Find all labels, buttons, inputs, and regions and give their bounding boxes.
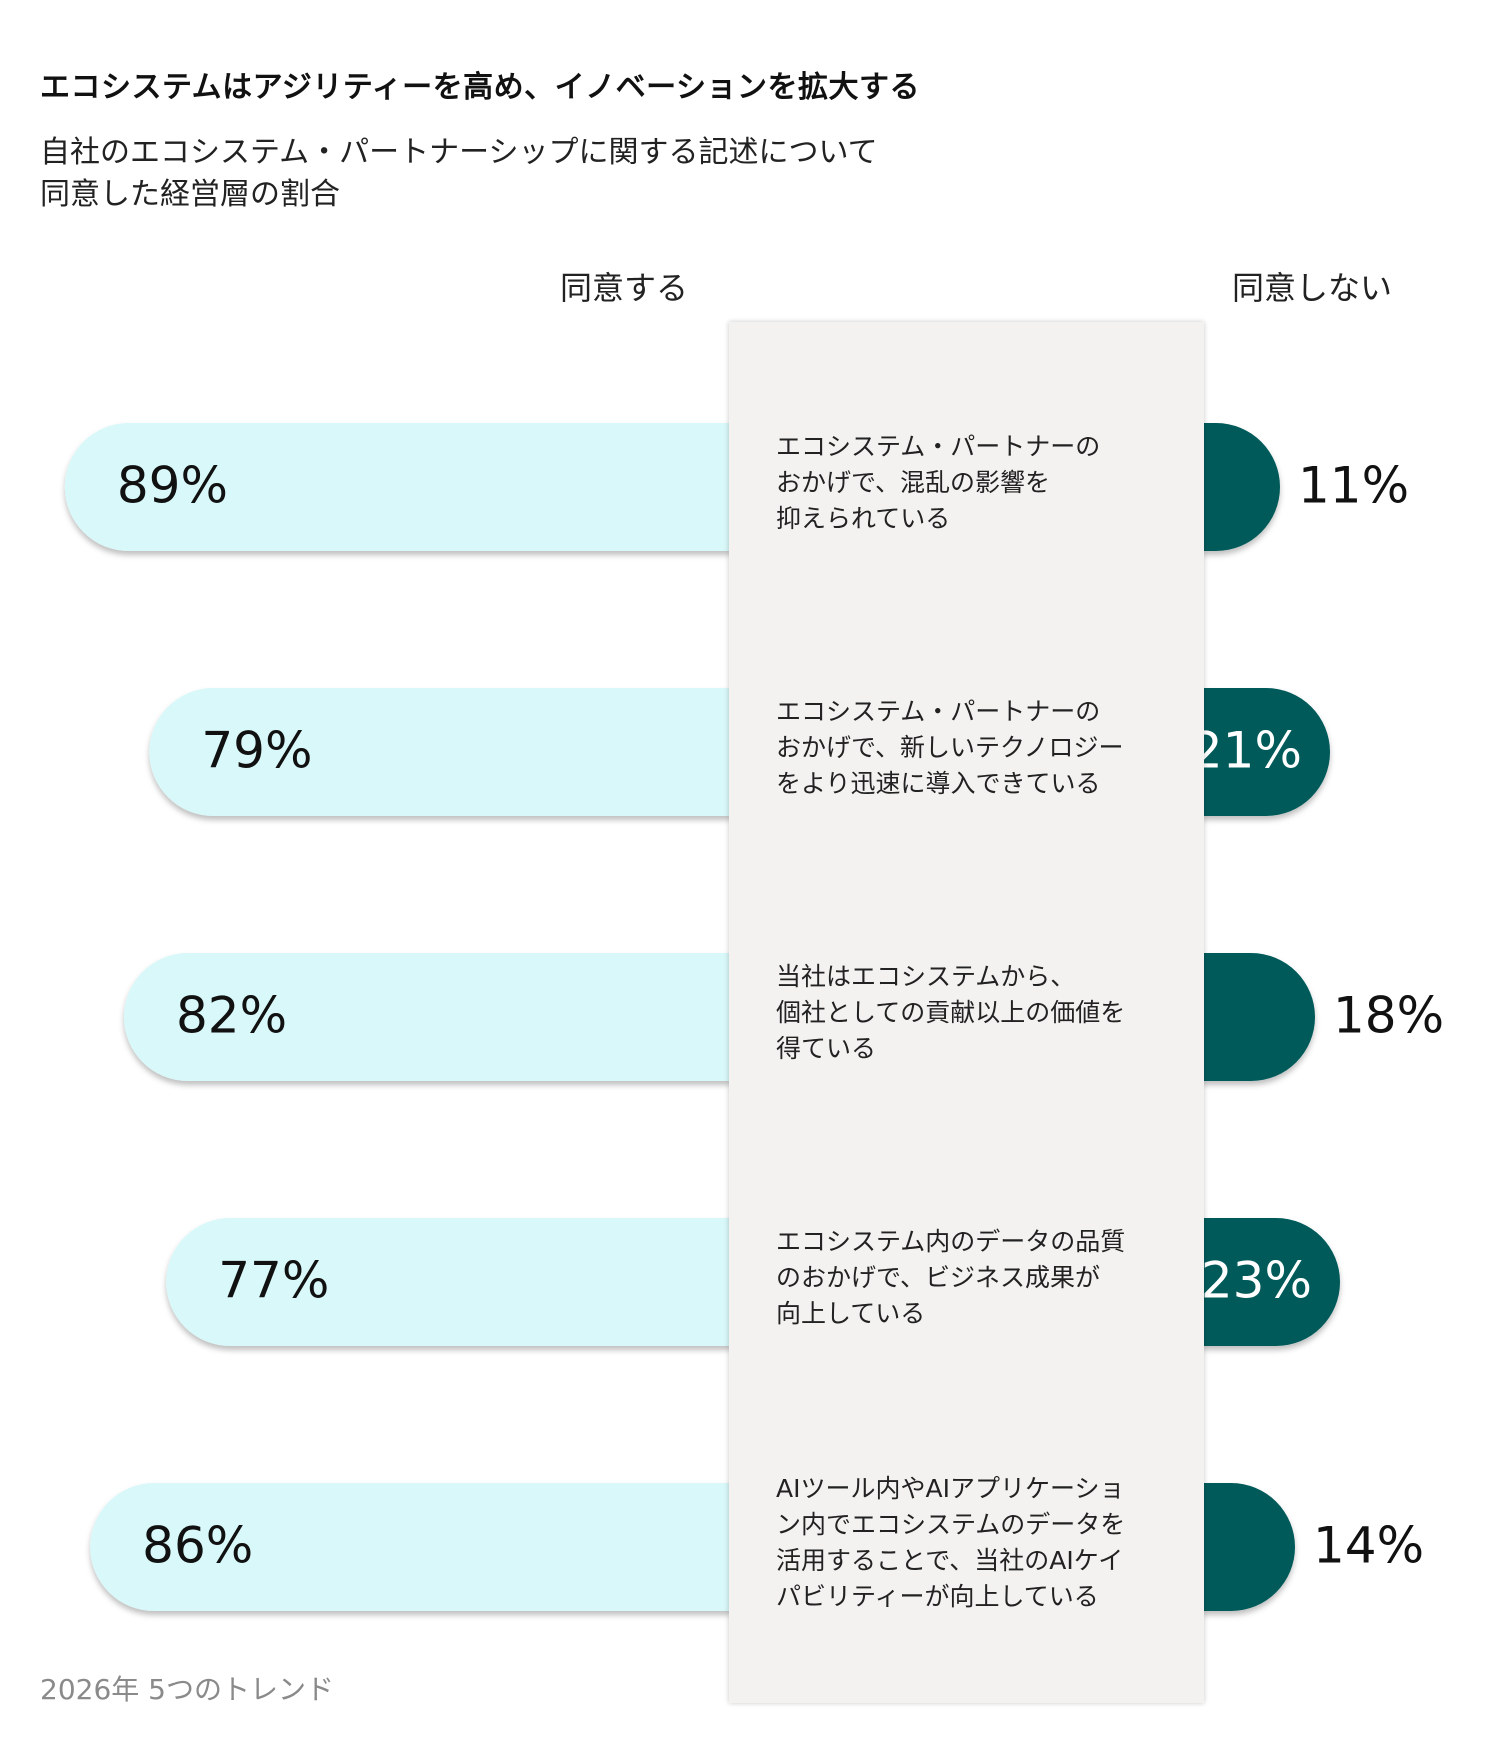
- chart-title: エコシステムはアジリティーを高め、イノベーションを拡大する: [40, 70, 920, 105]
- statement-line: 得ている: [776, 1034, 877, 1063]
- statement-line: 当社はエコシステムから、: [776, 962, 1076, 991]
- footer-source: 2026年 5つのトレンド: [40, 1673, 334, 1706]
- statement-line: をより迅速に導入できている: [776, 769, 1101, 798]
- disagree-bar: [1202, 423, 1280, 551]
- subtitle-line-1: 自社のエコシステム・パートナーシップに関する記述について: [40, 135, 878, 170]
- statement-line: パビリティーが向上している: [776, 1582, 1099, 1611]
- agree-value-label: 79%: [201, 722, 312, 780]
- statement-line: のおかげで、ビジネス成果が: [776, 1263, 1101, 1292]
- statement-line: エコシステム・パートナーの: [776, 697, 1101, 726]
- agree-bar: [166, 1218, 732, 1346]
- statement-line: エコシステム内のデータの品質: [776, 1227, 1126, 1256]
- statement-text: AIツール内やAIアプリケーショ ン内でエコシステムのデータを 活用することで、当社…: [776, 1471, 1176, 1615]
- agree-bar: [90, 1483, 731, 1611]
- subtitle-line-2: 同意した経営層の割合: [40, 177, 340, 212]
- agree-value-label: 82%: [176, 987, 287, 1045]
- disagree-bar: [1202, 1483, 1295, 1611]
- disagree-bar: [1202, 688, 1330, 816]
- disagree-value-label: 23%: [1201, 1252, 1312, 1310]
- statement-line: おかげで、新しいテクノロジー: [776, 733, 1124, 762]
- statement-line: 活用することで、当社のAIケイ: [776, 1546, 1124, 1575]
- statement-line: 抑えられている: [776, 504, 951, 533]
- statement-line: ン内でエコシステムのデータを: [776, 1510, 1126, 1539]
- agree-bar: [123, 953, 732, 1081]
- disagree-value-label: 21%: [1191, 722, 1302, 780]
- agree-value-label: 86%: [142, 1517, 253, 1575]
- statement-line: エコシステム・パートナーの: [776, 432, 1101, 461]
- statement-line: AIツール内やAIアプリケーショ: [776, 1474, 1125, 1503]
- agree-bar: [149, 688, 731, 816]
- statement-text: エコシステム内のデータの品質 のおかげで、ビジネス成果が 向上している: [776, 1224, 1176, 1332]
- statement-line: 個社としての貢献以上の価値を: [776, 998, 1126, 1027]
- statement-text: 当社はエコシステムから、個社としての貢献以上の価値を 得ている: [776, 959, 1176, 1067]
- agree-value-label: 77%: [218, 1252, 329, 1310]
- statement-line: 向上している: [776, 1299, 926, 1328]
- statement-text: エコシステム・パートナーの おかげで、新しいテクノロジー をより迅速に導入できている: [776, 694, 1176, 802]
- disagree-bar: [1202, 953, 1315, 1081]
- disagree-value-label: 14%: [1313, 1517, 1424, 1575]
- statement-panel: [729, 322, 1204, 1703]
- agree-column-header: 同意する: [560, 269, 689, 307]
- statement-line: おかげで、混乱の影響を: [776, 468, 1051, 497]
- chart-subtitle: 自社のエコシステム・パートナーシップに関する記述について 同意した経営層の割合: [40, 132, 1040, 216]
- agree-bar: [64, 423, 731, 551]
- disagree-column-header: 同意しない: [1232, 269, 1393, 307]
- disagree-value-label: 18%: [1333, 987, 1444, 1045]
- disagree-bar: [1202, 1218, 1340, 1346]
- agree-value-label: 89%: [117, 457, 228, 515]
- statement-text: エコシステム・パートナーの おかげで、混乱の影響を 抑えられている: [776, 429, 1176, 537]
- disagree-value-label: 11%: [1298, 457, 1409, 515]
